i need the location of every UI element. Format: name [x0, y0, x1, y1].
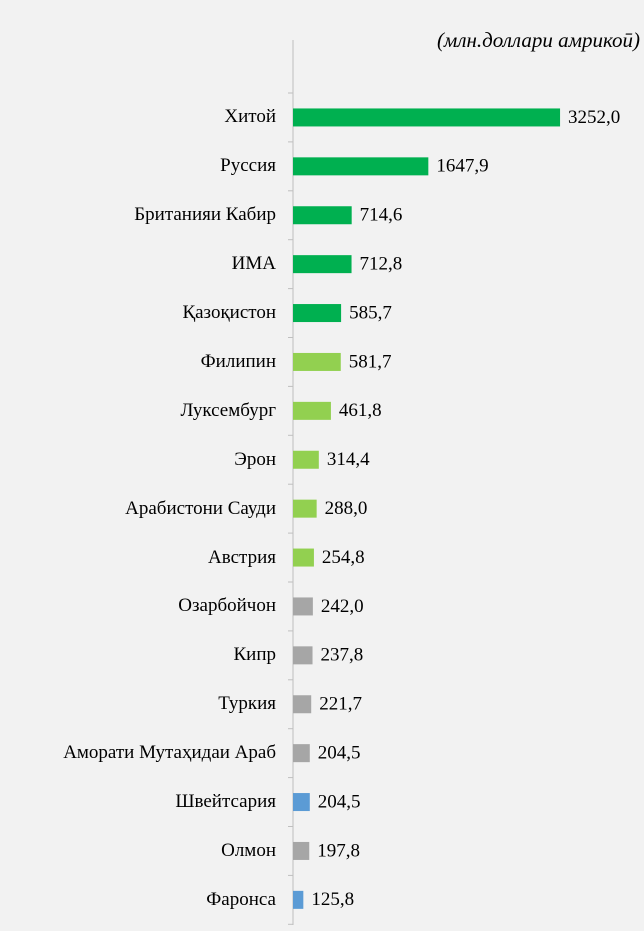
value-label: 314,4 — [327, 449, 370, 470]
category-label: Швейтсария — [175, 791, 276, 813]
value-label: 714,6 — [360, 205, 403, 226]
bar — [293, 597, 313, 616]
value-label: 221,7 — [319, 694, 362, 715]
bar — [293, 646, 313, 665]
bar — [293, 890, 304, 909]
value-label: 288,0 — [325, 498, 368, 519]
bar — [293, 157, 429, 176]
value-label: 204,5 — [318, 743, 361, 764]
value-label: 197,8 — [317, 840, 360, 861]
category-label: Озарбойчон — [178, 595, 276, 617]
bar — [293, 793, 310, 812]
subtitle: (млн.доллари амрикоӣ) — [437, 28, 640, 52]
category-label: Руссия — [220, 155, 276, 177]
value-label: 125,8 — [311, 889, 354, 910]
bar — [293, 352, 341, 371]
value-label: 242,0 — [321, 596, 364, 617]
value-label: 712,8 — [360, 254, 403, 275]
category-label: Хитой — [224, 106, 276, 128]
value-label: 3252,0 — [568, 107, 620, 128]
value-label: 585,7 — [349, 302, 392, 323]
category-label: Филипин — [200, 350, 276, 372]
category-label: Арабистони Сауди — [125, 497, 276, 519]
bar — [293, 206, 352, 225]
value-label: 581,7 — [349, 351, 392, 372]
value-label: 204,5 — [318, 791, 361, 812]
category-label: Аморати Мутаҳидаи Араб — [63, 742, 276, 764]
value-label: 237,8 — [321, 645, 364, 666]
value-label: 254,8 — [322, 547, 365, 568]
bar — [293, 255, 352, 274]
bar — [293, 304, 342, 323]
bar — [293, 108, 561, 127]
category-label: Олмон — [221, 839, 276, 861]
category-label: Қазоқистон — [182, 302, 276, 324]
bar — [293, 744, 310, 763]
category-label: Австрия — [208, 546, 276, 568]
category-label: Фаронса — [206, 888, 276, 910]
bar — [293, 450, 319, 469]
category-label: Туркия — [218, 693, 276, 715]
bar — [293, 695, 312, 714]
category-label: ИМА — [231, 253, 276, 275]
value-label: 461,8 — [339, 400, 382, 421]
bar — [293, 841, 310, 860]
category-label: Британияи Кабир — [134, 204, 276, 226]
category-label: Кипр — [233, 644, 276, 666]
bar — [293, 499, 317, 518]
category-label: Луксембург — [180, 399, 276, 421]
value-label: 1647,9 — [436, 156, 488, 177]
bar — [293, 548, 314, 567]
category-label: Эрон — [234, 448, 276, 470]
bar — [293, 401, 331, 420]
